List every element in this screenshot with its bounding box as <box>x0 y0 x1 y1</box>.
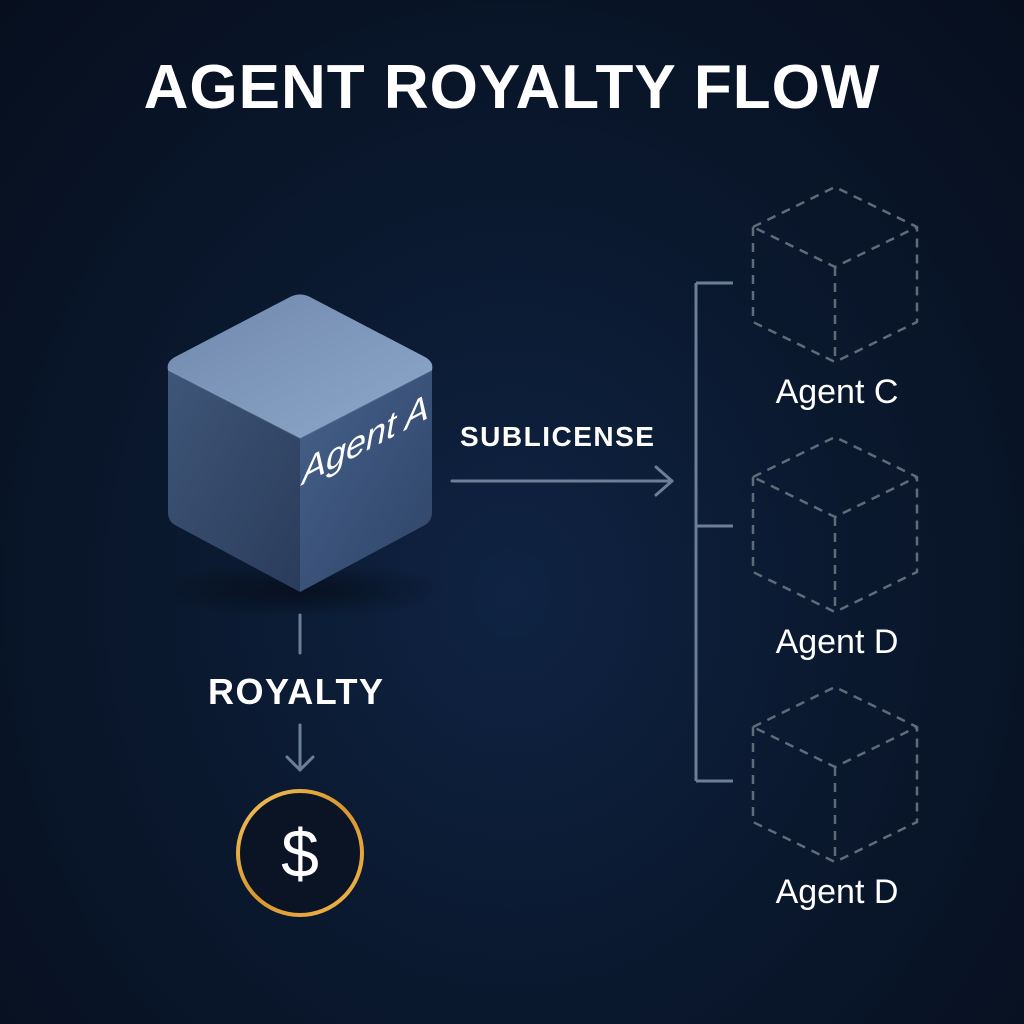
dollar-icon: $ <box>281 816 319 892</box>
agent-a-cube-left-face <box>168 370 300 592</box>
agent-a-cube-top <box>167 294 433 438</box>
agent-d-placeholder-cube[interactable] <box>751 435 919 614</box>
sublicense-arrow <box>450 465 674 497</box>
royalty-arrow <box>285 613 315 772</box>
agent-d-second-label: Agent D <box>775 873 899 911</box>
agent-a-cube[interactable] <box>167 294 433 593</box>
sublicense-label: SUBLICENSE <box>460 421 656 452</box>
diagram-title: AGENT ROYALTY FLOW <box>143 53 881 122</box>
sublicensee-bracket <box>694 281 733 783</box>
agent-c-placeholder-cube[interactable] <box>751 185 919 364</box>
agent-d-second-placeholder-cube[interactable] <box>751 685 919 864</box>
royalty-label: ROYALTY <box>208 671 385 712</box>
agent-a-cube-right-face <box>300 370 432 592</box>
agent-c-label: Agent C <box>775 373 899 411</box>
agent-d-label: Agent D <box>775 623 899 661</box>
royalty-coin <box>236 789 364 917</box>
agent-a-cube-edge-highlight <box>167 369 433 439</box>
